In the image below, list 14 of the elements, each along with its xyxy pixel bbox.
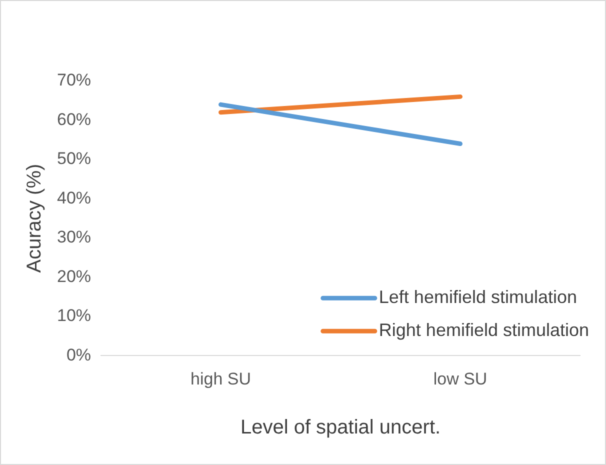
x-tick-label: high SU: [190, 369, 252, 388]
legend-label: Left hemifield stimulation: [378, 287, 578, 308]
y-tick-label: 70%: [56, 70, 92, 90]
y-tick-label: 50%: [56, 149, 92, 168]
x-tick-label: low SU: [433, 369, 488, 388]
x-axis-title: Level of spatial uncert.: [240, 416, 441, 439]
y-tick-label: 10%: [56, 306, 92, 326]
y-tick-label: 60%: [56, 110, 92, 129]
legend-label: Right hemifield stimulation: [378, 320, 589, 340]
y-tick-label: 0%: [66, 345, 92, 364]
y-tick-label: 30%: [56, 228, 92, 247]
y-tick-label: 20%: [56, 266, 92, 286]
y-axis-title: Acuracy (%): [24, 164, 46, 273]
y-tick-label: 40%: [56, 188, 92, 208]
